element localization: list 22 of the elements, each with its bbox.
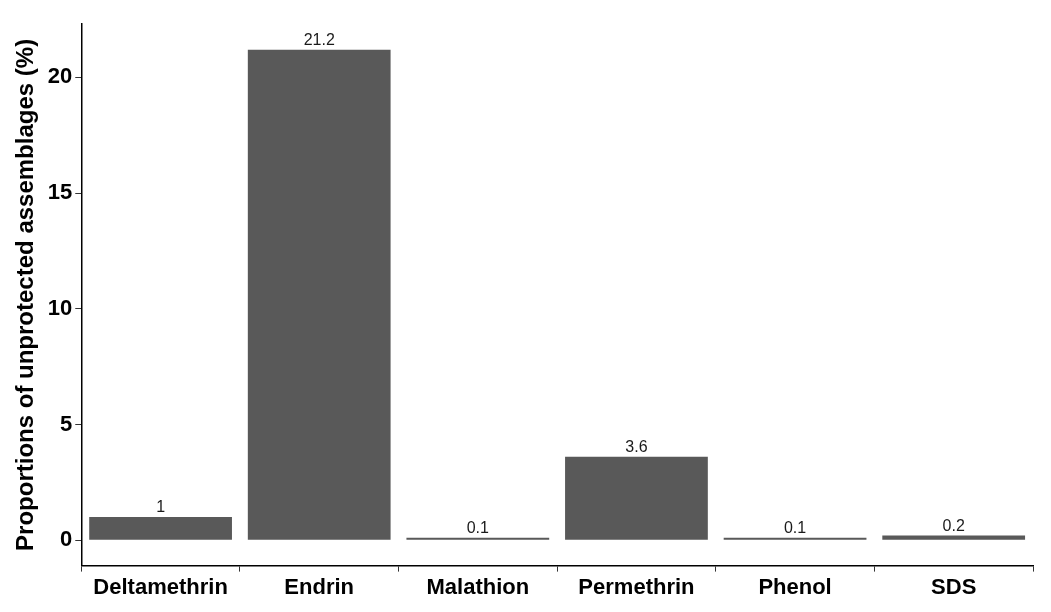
y-tick-label: 15 [47,179,73,205]
data-label: 1 [156,498,166,516]
x-tick-label: SDS [931,573,977,599]
data-label: 21.2 [303,31,335,49]
x-tick-label: Permethrin [578,573,695,599]
y-tick-label: 0 [60,526,73,552]
x-tick-label: Deltamethrin [93,573,228,599]
y-tick-label: 10 [47,294,73,320]
x-tick-label: Malathion [426,573,530,599]
data-label: 0.1 [783,519,807,537]
data-label: 0.2 [942,516,965,534]
x-tick-label: Endrin [284,573,355,599]
data-label: 3.6 [625,438,648,456]
y-tick-label: 5 [60,410,73,436]
x-tick-label: Phenol [758,573,832,599]
data-label: 0.1 [466,519,490,537]
bar [565,456,708,540]
bar [882,535,1026,540]
bar [89,517,232,540]
bar [247,49,391,540]
y-axis-title: Proportions of unprotected assemblages (%) [11,38,39,551]
y-tick-label: 20 [47,63,73,89]
